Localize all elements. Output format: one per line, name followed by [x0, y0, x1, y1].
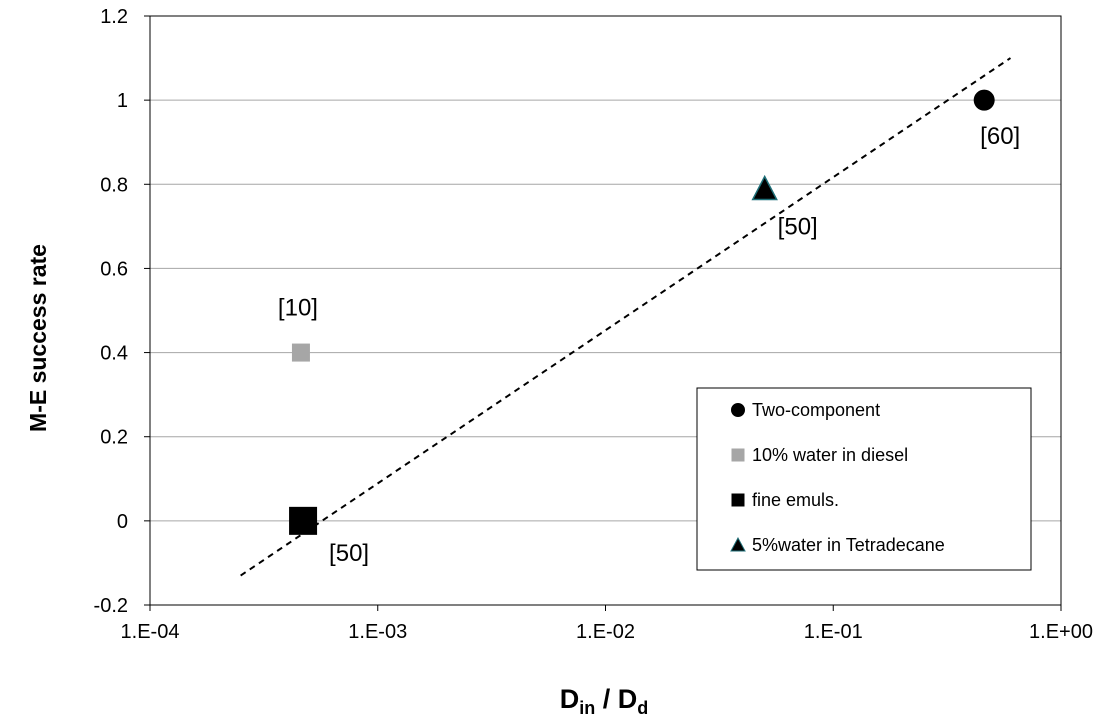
y-axis: -0.2 0 0.2 0.4 0.6 0.8 1 1.2 [94, 6, 150, 617]
legend-marker [732, 404, 745, 417]
y-tick-label: 0.2 [100, 427, 128, 449]
x-axis: 1.E-04 1.E-03 1.E-02 1.E-01 1.E+00 [121, 605, 1093, 643]
data-point [290, 507, 317, 534]
x-axis-title-sub1: in [579, 698, 595, 718]
data-label: [10] [278, 295, 318, 322]
legend-marker [732, 494, 744, 506]
data-label: [50] [329, 540, 369, 567]
y-tick-label: 1.2 [100, 6, 128, 28]
data-point [753, 176, 777, 199]
legend: Two-component 10% water in diesel fine emu… [697, 388, 1031, 570]
legend-item: Two-component [732, 400, 881, 420]
y-axis-title: M-E success rate [25, 244, 51, 432]
legend-label: Two-component [752, 400, 880, 420]
y-tick-label: 0.6 [100, 258, 128, 280]
x-tick-label: 1.E-03 [348, 621, 407, 643]
legend-label: 5%water in Tetradecane [752, 535, 945, 555]
x-axis-title-sub2: d [637, 698, 648, 718]
legend-label: fine emuls. [752, 490, 839, 510]
x-axis-title-main: D [560, 684, 580, 714]
data-point [974, 90, 994, 110]
x-tick-label: 1.E+00 [1029, 621, 1093, 643]
svg-text:Din / Dd: Din / Dd [560, 684, 649, 718]
x-axis-title-sep: / D [595, 684, 637, 714]
legend-marker [732, 449, 744, 461]
data-label: [60] [980, 123, 1020, 150]
y-tick-label: 0.8 [100, 174, 128, 196]
x-tick-label: 1.E-04 [121, 621, 180, 643]
legend-item: 5%water in Tetradecane [731, 535, 945, 555]
legend-label: 10% water in diesel [752, 445, 908, 465]
x-tick-label: 1.E-02 [576, 621, 635, 643]
y-tick-label: 1 [117, 90, 128, 112]
legend-item: 10% water in diesel [732, 445, 908, 465]
data-point [292, 344, 309, 361]
x-axis-title: Din / Dd [560, 684, 649, 718]
data-label: [50] [778, 213, 818, 240]
y-tick-label: 0 [117, 511, 128, 533]
x-tick-label: 1.E-01 [804, 621, 863, 643]
y-tick-label: 0.4 [100, 343, 128, 365]
y-tick-label: -0.2 [94, 595, 128, 617]
